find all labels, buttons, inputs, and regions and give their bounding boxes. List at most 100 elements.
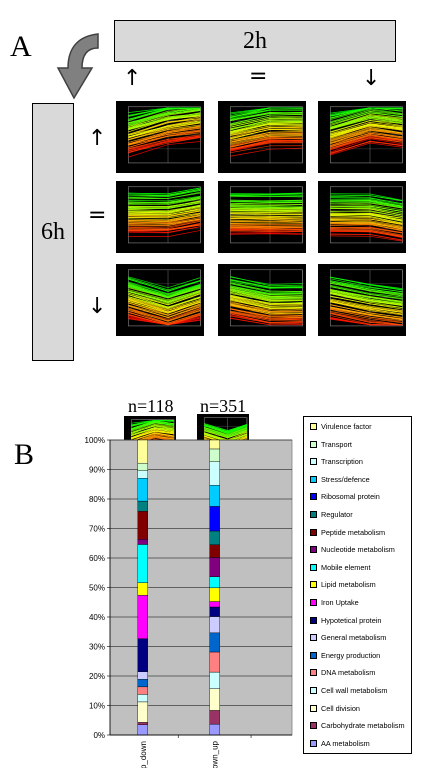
legend-item: Lipid metabolism xyxy=(310,580,376,589)
legend-label: DNA metabolism xyxy=(321,668,376,678)
bar-segment-up_down-12 xyxy=(137,511,148,540)
bar-segment-down_up-14 xyxy=(209,506,220,532)
bar-segment-up_down-6 xyxy=(137,671,148,680)
legend-label: Ribosomal protein xyxy=(321,492,380,502)
profile-thumb-down-eq xyxy=(218,264,306,336)
legend-label: Lipid metabolism xyxy=(321,580,376,590)
legend-label: AA metabolism xyxy=(321,738,370,748)
legend-item: Hypotetical protein xyxy=(310,616,381,625)
bar-segment-up_down-17 xyxy=(137,462,148,471)
bar-segment-down_up-1 xyxy=(209,710,220,725)
time-2h-label: 2h xyxy=(243,27,267,54)
column-symbol-up: ↑ xyxy=(123,66,142,91)
legend-swatch xyxy=(310,440,317,448)
legend-swatch xyxy=(310,704,317,712)
legend-label: Transcription xyxy=(321,457,363,467)
legend-swatch xyxy=(310,651,317,659)
y-tick-label: 80% xyxy=(89,495,105,504)
legend-swatch xyxy=(310,634,317,642)
legend-label: General metabolism xyxy=(321,633,387,643)
profile-thumb-eq-up xyxy=(116,181,204,253)
row-symbol-equal: = xyxy=(88,203,107,228)
y-tick-label: 50% xyxy=(89,584,105,593)
bar-segment-up_down-7 xyxy=(137,638,148,672)
legend-label: Regulator xyxy=(321,510,353,519)
time-6h-label: 6h xyxy=(41,218,65,245)
legend-item: Regulator xyxy=(310,510,353,519)
legend-swatch xyxy=(310,493,317,501)
bar-segment-down_up-4 xyxy=(209,651,220,673)
panel-a-letter: A xyxy=(10,30,32,63)
bar-segment-up_down-4 xyxy=(137,686,148,695)
bar-segment-up_down-16 xyxy=(137,470,148,479)
bar-segment-down_up-16 xyxy=(209,461,220,486)
legend-label: Energy production xyxy=(321,650,381,660)
bar-segment-down_up-7 xyxy=(209,606,220,617)
legend-label: Stress/defence xyxy=(321,474,370,484)
bar-segment-down_up-18 xyxy=(209,439,220,450)
bar-segment-down_up-11 xyxy=(209,557,220,577)
legend-item: Iron Uptake xyxy=(310,598,359,607)
y-tick-label: 60% xyxy=(89,554,105,563)
bar-segment-down_up-10 xyxy=(209,576,220,589)
legend-swatch xyxy=(310,599,317,606)
x-category-label: up_down xyxy=(139,741,148,768)
profile-thumb-up-down xyxy=(318,101,406,173)
bar-segment-down_up-9 xyxy=(209,587,220,602)
bar-segment-down_up-5 xyxy=(209,632,220,653)
y-tick-label: 40% xyxy=(89,613,105,622)
legend-item: Virulence factor xyxy=(310,422,372,431)
bar-segment-down_up-15 xyxy=(209,485,220,507)
legend-item: DNA metabolism xyxy=(310,668,375,677)
bar-segment-up_down-15 xyxy=(137,478,148,502)
bar-segment-up_down-1 xyxy=(137,722,148,725)
legend-item: Ribosomal protein xyxy=(310,492,380,501)
y-tick-label: 30% xyxy=(89,643,105,652)
legend-label: Transport xyxy=(321,439,352,449)
legend-label: Nucleotide metabolism xyxy=(321,545,395,555)
legend-swatch xyxy=(310,528,317,536)
bar-segment-up_down-10 xyxy=(137,544,148,583)
legend-swatch xyxy=(310,581,317,589)
y-tick-label: 70% xyxy=(89,525,105,534)
bar-segment-down_up-12 xyxy=(209,544,220,558)
legend-item: Stress/defence xyxy=(310,475,370,484)
row-symbol-down: ↓ xyxy=(88,294,107,319)
stacked-bar-chart: 0% 10% 20% 30% 40% 50% 60% 70% 80% 90% 100% up_down… xyxy=(85,436,293,768)
legend-swatch xyxy=(310,616,317,624)
legend-label: Cell wall metabolism xyxy=(321,686,388,695)
y-tick-label: 0% xyxy=(93,731,105,740)
bar-segment-down_up-2 xyxy=(209,688,220,711)
bar-segment-up_down-2 xyxy=(137,701,148,723)
legend-label: Peptide metabolism xyxy=(321,527,386,537)
bar-segment-down_up-0 xyxy=(209,723,220,736)
row-symbol-up: ↑ xyxy=(88,126,107,151)
legend-item: Peptide metabolism xyxy=(310,528,385,537)
legend-label: Carbohydrate metabolism xyxy=(321,721,405,731)
bar-segment-down_up-13 xyxy=(209,530,220,545)
y-tick-label: 90% xyxy=(89,466,105,475)
legend-label: Iron Uptake xyxy=(321,598,359,607)
count-label-down-up: n=351 xyxy=(200,396,247,416)
legend-item: Transport xyxy=(310,440,352,449)
count-label-up-down: n=118 xyxy=(128,396,174,416)
profile-thumb-up-eq xyxy=(218,101,306,173)
bar-segment-up_down-5 xyxy=(137,679,148,688)
chart-legend: Virulence factor Transport Transcription St… xyxy=(303,416,412,754)
bar-segment-down_up-6 xyxy=(209,616,220,634)
legend-swatch xyxy=(310,687,317,694)
column-symbol-down: ↓ xyxy=(362,66,381,91)
profile-thumb-down-up xyxy=(116,264,204,336)
legend-swatch xyxy=(310,739,317,747)
bar-segment-up_down-11 xyxy=(137,539,148,545)
bar-segment-down_up-3 xyxy=(209,671,220,689)
time-6h-box: 6h xyxy=(32,103,74,361)
bar-segment-up_down-13 xyxy=(137,500,148,512)
bar-segment-up_down-0 xyxy=(137,724,148,736)
legend-swatch xyxy=(310,458,317,466)
legend-swatch xyxy=(310,511,317,518)
legend-item: Transcription xyxy=(310,457,363,466)
y-tick-label: 10% xyxy=(89,702,105,711)
legend-item: Cell wall metabolism xyxy=(310,686,388,695)
bar-segment-up_down-18 xyxy=(137,439,148,464)
